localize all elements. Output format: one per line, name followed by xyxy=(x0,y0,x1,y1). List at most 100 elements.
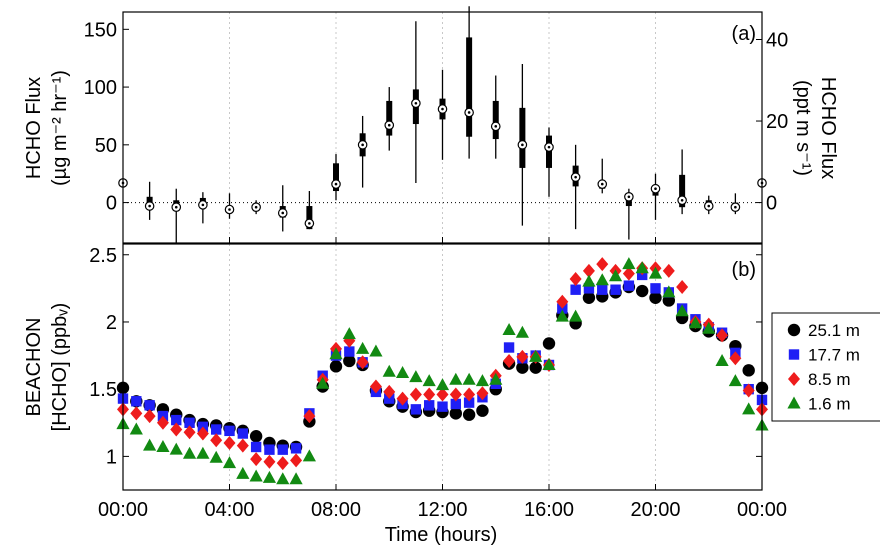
data-point-square xyxy=(264,444,275,455)
data-point-circle xyxy=(449,407,463,420)
data-point-triangle xyxy=(422,374,436,387)
flux-y-tick-label: 100 xyxy=(84,77,117,99)
data-point-triangle xyxy=(542,357,556,370)
data-point-diamond xyxy=(716,328,729,343)
flux-right-axis-units: (ppt m s⁻¹) xyxy=(792,80,814,176)
data-point-diamond xyxy=(130,406,143,421)
data-point-triangle xyxy=(582,274,596,287)
data-point-diamond xyxy=(263,454,276,469)
data-point-triangle xyxy=(249,469,263,482)
flux-median-dot xyxy=(547,145,551,149)
flux-median-dot xyxy=(654,187,657,191)
data-point-triangle xyxy=(489,372,503,385)
time-x-tick-label: 04:00 xyxy=(204,499,254,521)
panel-a-tag: (a) xyxy=(732,23,756,45)
data-point-square xyxy=(224,425,235,437)
data-point-diamond xyxy=(622,266,635,281)
data-point-triangle xyxy=(715,353,729,366)
data-point-diamond xyxy=(662,263,675,278)
data-point-circle xyxy=(542,337,556,350)
data-point-diamond xyxy=(556,294,569,309)
flux-median-dot xyxy=(308,222,311,225)
data-point-triangle xyxy=(156,439,170,452)
time-x-axis-label: Time (hours) xyxy=(385,524,498,546)
data-point-circle xyxy=(635,284,649,298)
time-x-ticks: 00:00 04:00 08:00 12:00 16:00 20:00 00:00 xyxy=(98,237,787,521)
data-point-circle xyxy=(582,291,596,304)
data-point-diamond xyxy=(729,351,742,366)
data-point-square xyxy=(437,401,448,412)
time-x-tick-label: 08:00 xyxy=(311,499,361,521)
data-point-triangle xyxy=(555,309,569,322)
data-point-diamond xyxy=(369,379,382,394)
time-x-tick-label: 00:00 xyxy=(98,499,148,521)
conc-scatter-points xyxy=(116,257,769,485)
data-point-triangle xyxy=(236,466,250,479)
data-point-square xyxy=(184,417,195,428)
data-point-square xyxy=(450,398,462,410)
conc-y-tick-label: 2 xyxy=(106,312,117,334)
data-point-circle xyxy=(462,408,476,421)
flux-box xyxy=(492,100,499,140)
data-point-diamond xyxy=(582,263,595,278)
data-point-diamond xyxy=(156,415,169,430)
flux-median-dot xyxy=(627,195,631,199)
data-point-triangle xyxy=(209,450,223,463)
flux-median-dot xyxy=(174,205,178,209)
data-point-square xyxy=(290,443,302,454)
flux-right-tick-label: 20 xyxy=(766,111,788,133)
flux-box xyxy=(333,163,339,192)
data-point-triangle xyxy=(129,422,143,435)
data-point-circle xyxy=(329,360,343,373)
data-point-triangle xyxy=(302,449,316,462)
data-point-diamond xyxy=(742,383,755,398)
legend-swatch xyxy=(787,323,801,337)
legend-swatch xyxy=(787,396,801,409)
data-point-square xyxy=(131,396,142,407)
data-point-triangle xyxy=(502,323,516,336)
conc-y-axis-label: BEACHON xyxy=(23,318,45,417)
legend-entry-label: 1.6 m xyxy=(808,395,851,414)
flux-y-tick-label: 150 xyxy=(84,19,117,41)
flux-median-dot xyxy=(228,208,231,211)
data-point-triangle xyxy=(182,446,197,459)
data-point-diamond xyxy=(196,426,209,441)
data-point-triangle xyxy=(702,321,716,334)
flux-box xyxy=(466,37,473,137)
data-point-triangle xyxy=(728,374,742,387)
flux-median-dot xyxy=(387,123,391,127)
data-point-diamond xyxy=(356,355,369,370)
data-point-triangle xyxy=(382,364,396,377)
data-point-triangle xyxy=(475,374,490,387)
data-point-square xyxy=(503,342,515,353)
data-point-diamond xyxy=(170,422,183,437)
data-point-triangle xyxy=(648,266,663,279)
data-point-triangle xyxy=(196,446,210,459)
flux-y-axis-label: HCHO Flux xyxy=(23,77,45,179)
conc-y-axis-units: [HCHO] (ppbᵥ) xyxy=(49,303,71,432)
data-point-triangle xyxy=(742,402,756,415)
flux-box xyxy=(306,206,313,230)
flux-median-dot xyxy=(600,182,604,186)
flux-median-dot xyxy=(334,182,338,186)
data-point-triangle xyxy=(449,372,463,385)
data-point-triangle xyxy=(635,261,649,274)
data-point-square xyxy=(277,444,288,455)
flux-box xyxy=(519,107,526,168)
data-point-triangle xyxy=(222,456,237,469)
data-point-diamond xyxy=(236,438,249,453)
data-point-triangle xyxy=(435,378,450,391)
flux-y-ticks: 0 50 100 150 xyxy=(84,19,129,215)
data-point-diamond xyxy=(143,409,156,424)
flux-right-tick-label: 0 xyxy=(766,193,777,215)
flux-median-dot xyxy=(467,111,471,114)
data-point-triangle xyxy=(515,325,529,338)
flux-median-dot xyxy=(281,211,285,215)
data-point-diamond xyxy=(503,353,516,368)
data-point-triangle xyxy=(595,273,609,286)
data-point-diamond xyxy=(290,453,303,468)
data-point-triangle xyxy=(356,341,370,354)
data-point-triangle xyxy=(395,366,410,379)
data-point-square xyxy=(171,414,182,426)
